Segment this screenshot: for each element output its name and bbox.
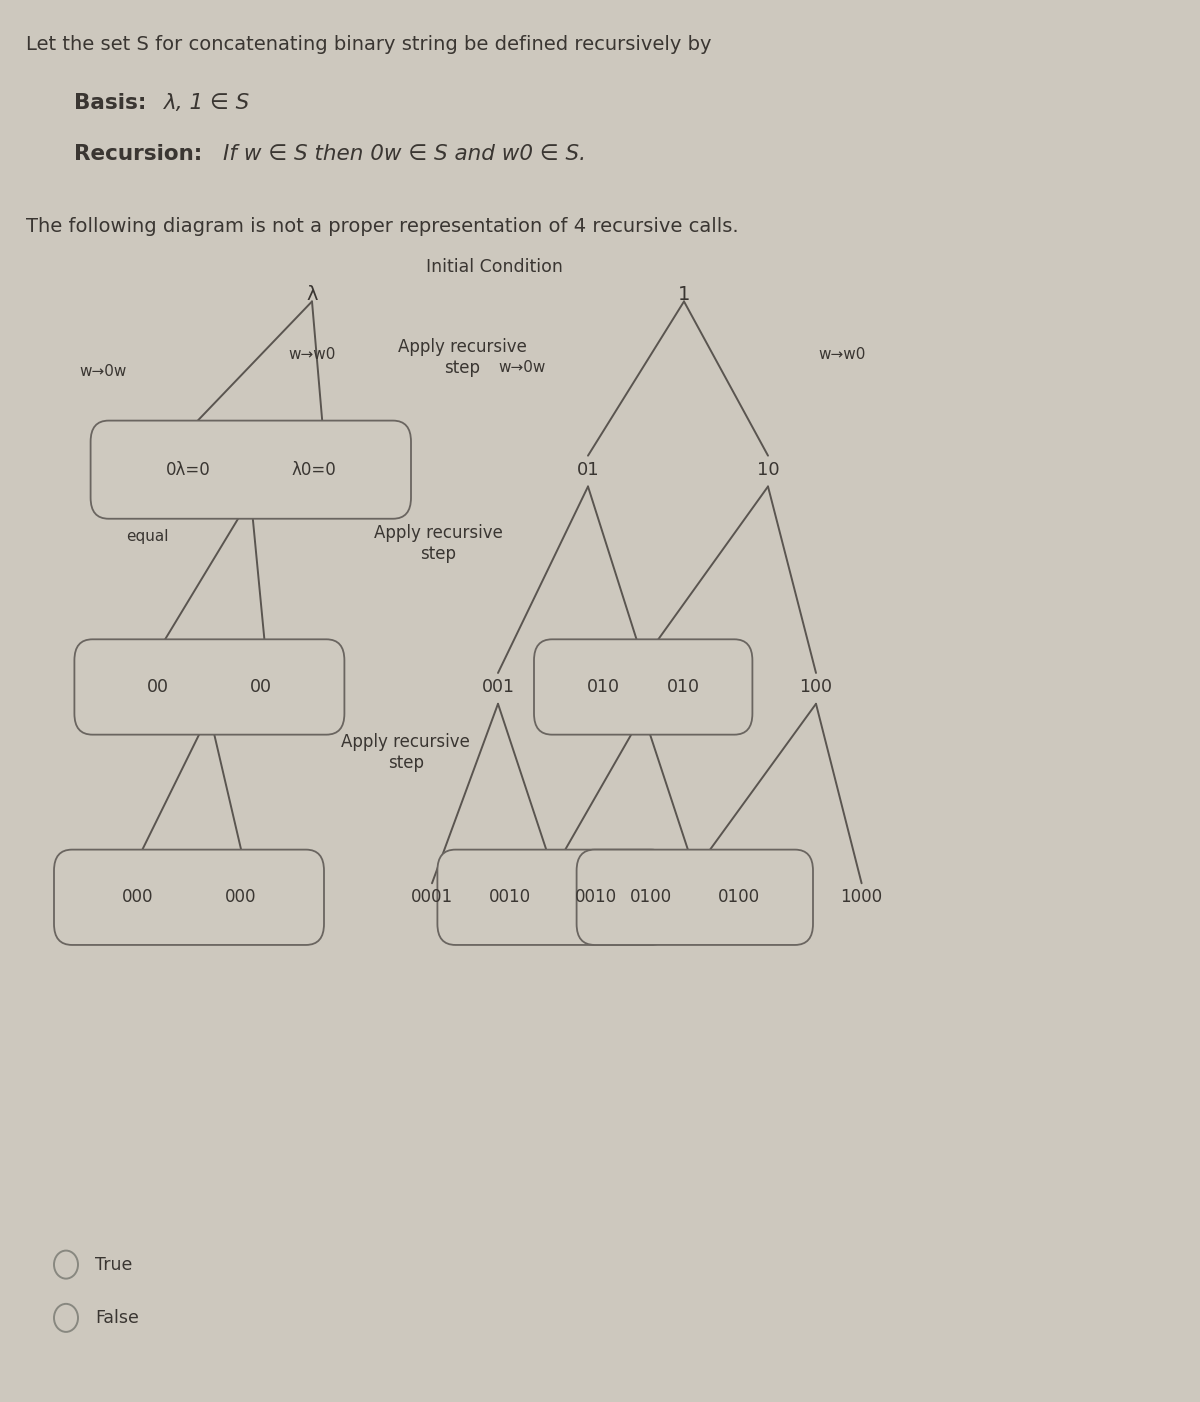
Text: 0100: 0100 bbox=[630, 889, 672, 906]
Text: 000: 000 bbox=[121, 889, 154, 906]
Text: λ: λ bbox=[306, 285, 318, 304]
Text: 010: 010 bbox=[587, 679, 619, 695]
FancyBboxPatch shape bbox=[437, 850, 670, 945]
Text: Initial Condition: Initial Condition bbox=[426, 258, 563, 276]
Text: Apply recursive
step: Apply recursive step bbox=[397, 338, 527, 377]
Text: 100: 100 bbox=[799, 679, 833, 695]
Text: w→w0: w→w0 bbox=[818, 348, 866, 362]
Text: 0001: 0001 bbox=[410, 889, 454, 906]
FancyBboxPatch shape bbox=[534, 639, 752, 735]
Text: 10: 10 bbox=[757, 461, 779, 478]
Text: Let the set S for concatenating binary string be defined recursively by: Let the set S for concatenating binary s… bbox=[26, 35, 712, 55]
Text: 01: 01 bbox=[577, 461, 599, 478]
Text: 0010: 0010 bbox=[490, 889, 532, 906]
Text: 1: 1 bbox=[678, 285, 690, 304]
Text: w→0w: w→0w bbox=[498, 360, 546, 374]
Text: If w ∈ S then 0w ∈ S and w0 ∈ S.: If w ∈ S then 0w ∈ S and w0 ∈ S. bbox=[223, 144, 587, 164]
Text: False: False bbox=[95, 1309, 139, 1326]
Text: True: True bbox=[95, 1256, 132, 1273]
Text: 1000: 1000 bbox=[840, 889, 883, 906]
Text: λ0=0: λ0=0 bbox=[290, 461, 336, 478]
FancyBboxPatch shape bbox=[577, 850, 814, 945]
Text: 000: 000 bbox=[224, 889, 257, 906]
Text: 001: 001 bbox=[481, 679, 515, 695]
FancyBboxPatch shape bbox=[54, 850, 324, 945]
Text: w→w0: w→w0 bbox=[288, 348, 336, 362]
Text: Recursion:: Recursion: bbox=[74, 144, 210, 164]
Text: w→0w: w→0w bbox=[79, 365, 127, 379]
Text: Apply recursive
step: Apply recursive step bbox=[341, 733, 470, 773]
Text: 010: 010 bbox=[667, 679, 700, 695]
Text: λ, 1 ∈ S: λ, 1 ∈ S bbox=[164, 93, 251, 112]
FancyBboxPatch shape bbox=[91, 421, 412, 519]
Text: Apply recursive
step: Apply recursive step bbox=[373, 524, 503, 562]
Text: 00: 00 bbox=[146, 679, 169, 695]
FancyBboxPatch shape bbox=[74, 639, 344, 735]
Text: equal: equal bbox=[126, 529, 169, 544]
Text: 0100: 0100 bbox=[718, 889, 760, 906]
Text: Basis:: Basis: bbox=[74, 93, 155, 112]
Text: 0λ=0: 0λ=0 bbox=[166, 461, 211, 478]
Text: 0010: 0010 bbox=[575, 889, 617, 906]
Text: The following diagram is not a proper representation of 4 recursive calls.: The following diagram is not a proper re… bbox=[26, 217, 739, 237]
Text: 00: 00 bbox=[250, 679, 272, 695]
